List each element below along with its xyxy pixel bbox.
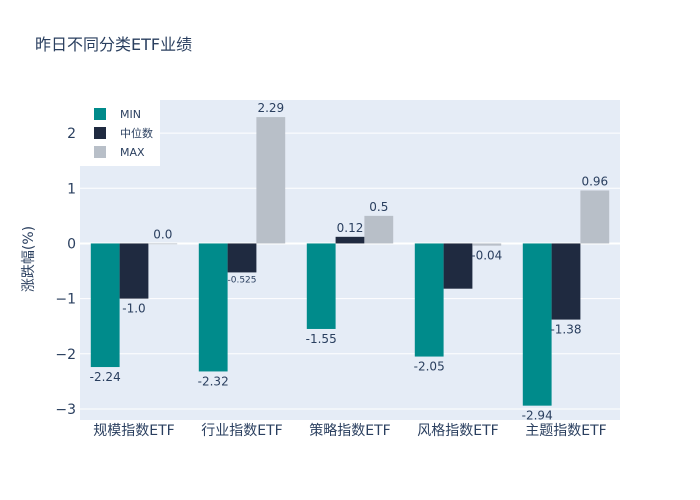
bar bbox=[90, 243, 120, 368]
data-label: -0.525 bbox=[227, 275, 256, 285]
bar bbox=[306, 243, 336, 329]
bar bbox=[522, 243, 552, 406]
bars bbox=[90, 117, 610, 406]
y-tick-label: −3 bbox=[55, 402, 76, 418]
bar bbox=[551, 243, 581, 320]
bar bbox=[443, 243, 473, 289]
legend-label: MIN bbox=[120, 108, 141, 121]
x-tick-label: 策略指数ETF bbox=[309, 422, 390, 439]
y-tick-label: 2 bbox=[67, 126, 76, 142]
data-label: -2.32 bbox=[198, 374, 229, 388]
y-tick-label: −1 bbox=[55, 292, 76, 308]
y-axis-title: 涨跌幅(%) bbox=[21, 226, 37, 292]
bar bbox=[256, 117, 286, 244]
bar bbox=[227, 243, 257, 273]
bar bbox=[414, 243, 444, 357]
bar bbox=[198, 243, 228, 372]
data-label: 2.29 bbox=[257, 101, 284, 115]
legend-swatch bbox=[94, 146, 106, 158]
bar bbox=[364, 215, 394, 244]
data-label: -1.38 bbox=[550, 323, 581, 337]
legend-label: MAX bbox=[120, 146, 145, 159]
data-label: -1.55 bbox=[306, 332, 337, 346]
x-tick-label: 主题指数ETF bbox=[525, 423, 606, 439]
x-axis: 规模指数ETF 行业指数ETF 策略指数ETF 风格指数ETF 主题指数ETF bbox=[93, 422, 606, 439]
y-tick-label: 0 bbox=[67, 236, 76, 252]
data-label: -2.94 bbox=[522, 409, 553, 423]
x-tick-label: 规模指数ETF bbox=[93, 423, 174, 439]
data-label: -1.0 bbox=[122, 302, 145, 316]
x-tick-label: 行业指数ETF bbox=[201, 423, 282, 439]
y-tick-label: 1 bbox=[67, 181, 76, 197]
data-label: -2.05 bbox=[414, 360, 445, 374]
data-label: 0.0 bbox=[153, 227, 172, 241]
legend-label: 中位数 bbox=[120, 126, 153, 140]
y-axis: −3 −2 −1 0 1 2 bbox=[55, 126, 76, 418]
bar bbox=[472, 243, 502, 246]
legend-box bbox=[80, 100, 160, 166]
data-label: 0.96 bbox=[581, 174, 608, 188]
data-label: -2.24 bbox=[90, 370, 121, 384]
bar bbox=[580, 190, 610, 244]
x-tick-label: 风格指数ETF bbox=[417, 423, 498, 439]
chart-title: 昨日不同分类ETF业绩 bbox=[35, 35, 192, 54]
data-labels: -2.24 -1.0 0.0 -2.32 -0.525 2.29 -1.55 0.12 0.5 -… bbox=[90, 101, 608, 423]
data-label: -0.04 bbox=[471, 249, 502, 263]
bar bbox=[335, 236, 365, 244]
bar bbox=[148, 243, 178, 245]
y-tick-label: −2 bbox=[55, 347, 76, 363]
legend-swatch bbox=[94, 127, 106, 139]
bar bbox=[119, 243, 149, 299]
data-label: 0.5 bbox=[369, 200, 388, 214]
data-label: 0.12 bbox=[337, 221, 364, 235]
legend-swatch bbox=[94, 108, 106, 120]
legend[interactable]: MIN 中位数 MAX bbox=[80, 100, 160, 166]
